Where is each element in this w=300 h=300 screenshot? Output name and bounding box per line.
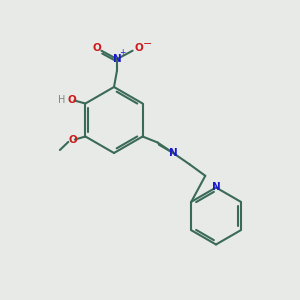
Text: N: N xyxy=(112,54,122,64)
Text: N: N xyxy=(212,182,220,193)
Text: H: H xyxy=(58,95,65,105)
Text: O: O xyxy=(68,135,77,145)
Text: O: O xyxy=(68,95,76,105)
Text: +: + xyxy=(119,48,126,57)
Text: N: N xyxy=(169,148,178,158)
Text: O: O xyxy=(135,43,144,53)
Text: −: − xyxy=(143,39,152,49)
Text: O: O xyxy=(92,43,101,53)
